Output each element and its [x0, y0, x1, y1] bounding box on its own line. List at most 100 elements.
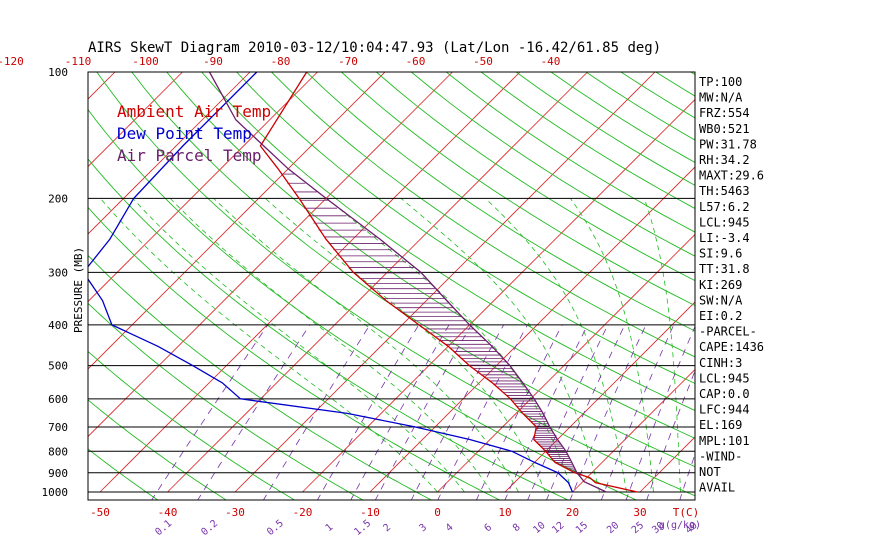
isotherm-line [99, 72, 521, 493]
mixing-ratio-tick-label: 12 [550, 520, 566, 536]
index-item: TH:5463 [699, 184, 750, 198]
isotherm-line [88, 72, 386, 370]
mixing-ratio-tick-label: 20 [605, 520, 621, 536]
mixing-ratio-line [151, 324, 269, 500]
top-temp-tick-label: -40 [541, 55, 561, 68]
mixing-ratio-tick-label: 0.5 [265, 518, 286, 538]
moist-adiabat-line [99, 198, 438, 493]
dry-adiabat-line [88, 158, 569, 500]
pressure-tick-label: 700 [48, 421, 68, 434]
mixing-ratio-line [569, 324, 647, 500]
plot-frame [87, 71, 696, 501]
index-item: LI:-3.4 [699, 231, 750, 245]
index-item: -WIND- [699, 449, 742, 463]
bottom-temp-tick-label: 10 [498, 506, 511, 519]
dry-adiabat-line [88, 254, 433, 500]
mixing-ratio-tick-label: 4 [444, 522, 456, 534]
mixing-ratio-tick-label: 2 [382, 522, 394, 534]
dry-adiabat-line [88, 399, 228, 500]
pressure-tick-label: 600 [48, 393, 68, 406]
dry-adiabat-line [88, 302, 364, 500]
bottom-temp-tick-label: 0 [434, 506, 441, 519]
moist-adiabat-line [169, 198, 492, 493]
mixing-ratio-line [527, 324, 609, 500]
dry-adiabat-line [515, 72, 695, 186]
index-item: MW:N/A [699, 91, 743, 105]
pressure-tick-label: 400 [48, 319, 68, 332]
series-line [88, 72, 574, 493]
index-item: EL:169 [699, 418, 742, 432]
isotherm-line [88, 72, 318, 303]
top-temp-tick-label: -110 [65, 55, 92, 68]
mixing-ratio-tick-label: 6 [483, 522, 495, 534]
index-item: LCL:945 [699, 215, 750, 229]
isotherm-line [302, 98, 695, 493]
dry-adiabat-line [411, 72, 695, 257]
index-item: PW:31.78 [699, 137, 757, 151]
moist-adiabat-line [570, 198, 654, 493]
index-item: TP:100 [699, 75, 742, 89]
index-item: WB0:521 [699, 122, 750, 136]
isotherm-line [437, 233, 695, 493]
top-temp-tick-label: -90 [203, 55, 223, 68]
isotherm-line [88, 72, 251, 235]
isotherm-line [504, 301, 695, 493]
index-item: KI:269 [699, 278, 742, 292]
mixing-ratio-line [475, 324, 563, 500]
index-item: L57:6.2 [699, 200, 750, 214]
moist-adiabat-line [265, 198, 546, 493]
pressure-tick-label: 200 [48, 192, 68, 205]
index-item: CAPE:1436 [699, 340, 764, 354]
moist-adiabat-line [132, 198, 465, 493]
bottom-temp-tick-label: 20 [566, 506, 579, 519]
series-layer [88, 72, 638, 493]
dry-adiabat-line [88, 108, 638, 500]
index-item: NOT [699, 465, 721, 479]
mixing-ratio-line [546, 324, 626, 500]
mixing-ratio-tick-label: 1 [324, 522, 336, 534]
temp-unit-label: T(C) [673, 506, 700, 519]
index-item: SW:N/A [699, 293, 743, 307]
isotherm-line [167, 72, 588, 493]
index-item: -PARCEL- [699, 325, 757, 339]
index-item: LCL:945 [699, 371, 750, 385]
mixing-ratio-tick-label: 0.2 [199, 518, 220, 538]
isotherm-line [775, 72, 870, 492]
bottom-temp-tick-label: -20 [293, 506, 313, 519]
isotherm-line [234, 72, 656, 493]
mixing-ratio-line [600, 324, 675, 500]
isotherm-line [0, 72, 48, 492]
mixing-ratio-tick-label: 3 [417, 522, 429, 534]
legend: Ambient Air Temp Dew Point Temp Air Parc… [117, 102, 271, 165]
bottom-temp-tick-label: -10 [360, 506, 380, 519]
index-item: RH:34.2 [699, 153, 750, 167]
dry-adiabat-line [376, 72, 695, 282]
dry-adiabat-line [88, 206, 501, 500]
index-item: EI:0.2 [699, 309, 742, 323]
moist-adiabat-line [485, 198, 627, 493]
legend-dewpoint: Dew Point Temp [117, 124, 252, 143]
mixing-ratio-line [316, 324, 420, 500]
pressure-tick-label: 300 [48, 266, 68, 279]
mixing-ratio-line [504, 324, 588, 500]
dry-adiabat-line [761, 72, 870, 501]
pressure-tick-label: 1000 [42, 486, 69, 499]
dry-adiabat-line [166, 72, 695, 439]
dry-adiabat-line [88, 448, 159, 500]
mixing-ratio-tick-label: 15 [574, 520, 590, 536]
top-temp-tick-label: -50 [473, 55, 493, 68]
axis-layer: 1002003004005006007008009001000-120-110-… [0, 55, 701, 538]
mixing-ratio-line [262, 324, 371, 500]
mixing-ratio-line [350, 324, 450, 500]
isotherm-line [572, 368, 695, 493]
index-item: FRZ:554 [699, 106, 750, 120]
mixing-ratio-tick-label: 8 [511, 522, 523, 534]
bottom-temp-tick-label: -30 [225, 506, 245, 519]
isotherm-line [369, 166, 695, 493]
top-temp-tick-label: -100 [132, 55, 159, 68]
legend-ambient: Ambient Air Temp [117, 102, 271, 121]
index-item: CINH:3 [699, 356, 742, 370]
bottom-temp-tick-label: 30 [633, 506, 646, 519]
series-line [208, 72, 607, 493]
